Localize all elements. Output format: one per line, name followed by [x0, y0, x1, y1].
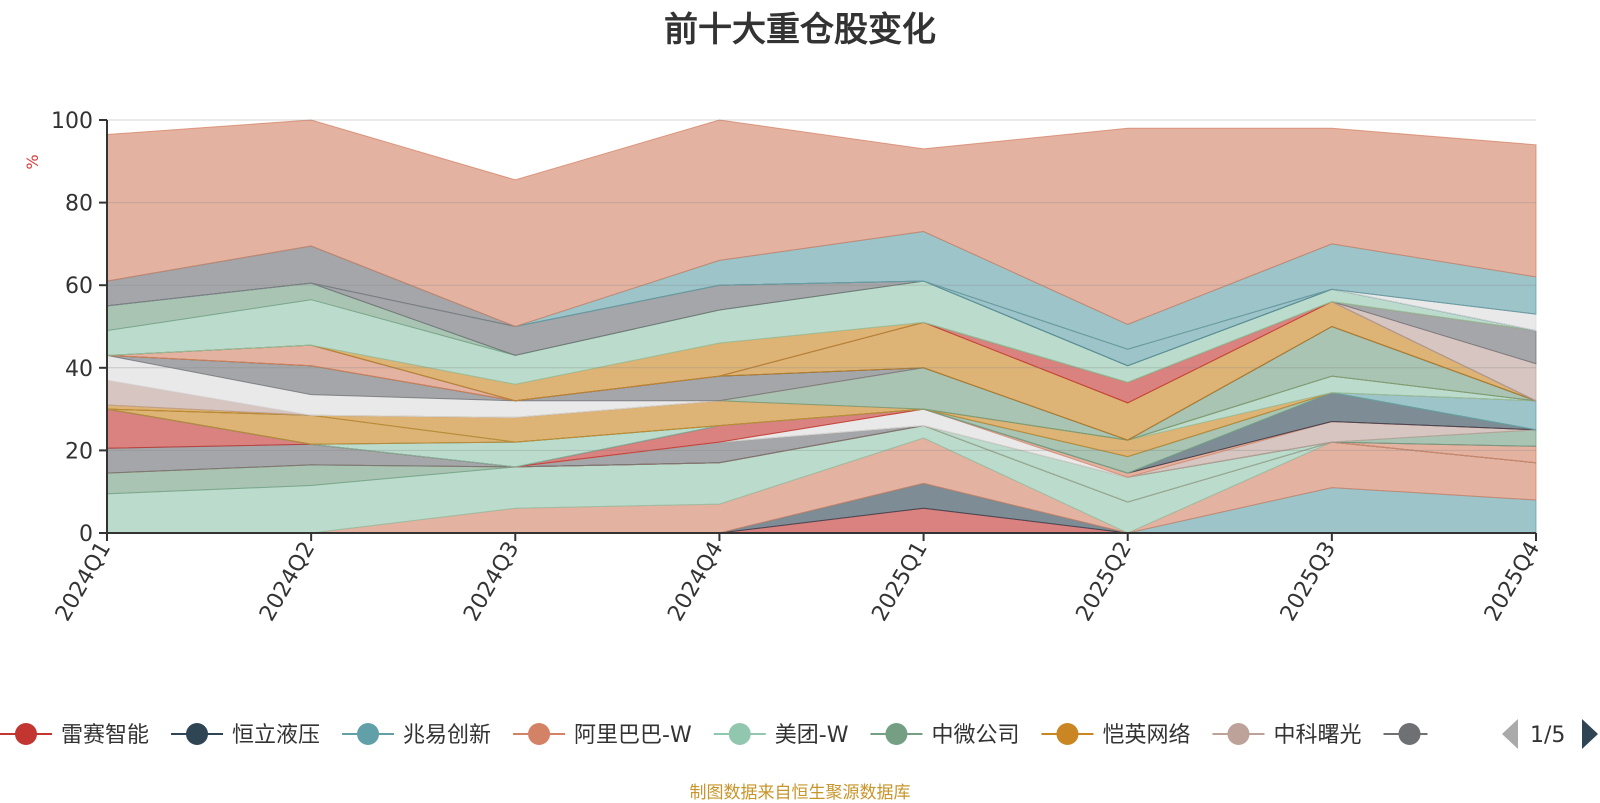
footer-source-note: 制图数据来自恒生聚源数据库: [689, 783, 911, 803]
legend-prev-page-icon[interactable]: [1502, 719, 1518, 749]
y-tick-label: 20: [65, 439, 93, 464]
legend-circle-marker: [186, 723, 209, 745]
y-tick-label: 100: [51, 109, 93, 134]
axes: [106, 120, 1536, 534]
y-tick-label: 80: [65, 192, 93, 217]
y-tick-label: 60: [65, 274, 93, 299]
plot-areas: [106, 119, 1537, 534]
legend-pager: 1/5: [1502, 719, 1598, 749]
legend-item-partial[interactable]: [1383, 723, 1428, 745]
legend-circle-marker: [885, 723, 908, 745]
legend-item[interactable]: 兆易创新: [342, 723, 491, 748]
x-tick-label: 2024Q2: [255, 538, 320, 626]
x-tick-label: 2024Q1: [51, 538, 116, 626]
y-tick-label: 40: [65, 357, 93, 382]
legend-label: 恺英网络: [1102, 723, 1190, 748]
y-axis-unit-label: %: [23, 154, 42, 169]
series-area-48[interactable]: [106, 119, 1537, 328]
legend-circle-marker: [1227, 723, 1250, 745]
x-tick-label: 2025Q2: [1072, 538, 1137, 626]
grid-lines: [107, 119, 1536, 451]
legend-item[interactable]: 阿里巴巴-W: [513, 723, 692, 748]
legend-label: 恒立液压: [232, 723, 320, 748]
legend-item[interactable]: 恺英网络: [1041, 723, 1190, 748]
x-tick-label: 2024Q3: [459, 538, 524, 626]
legend-item[interactable]: 中科曙光: [1212, 723, 1362, 748]
legend-circle-marker: [728, 723, 751, 745]
legend-page-indicator: 1/5: [1530, 723, 1565, 748]
legend-circle-marker: [1056, 723, 1079, 745]
legend-circle-marker: [357, 723, 380, 745]
x-tick-label: 2025Q3: [1276, 538, 1341, 626]
legend-label: 美团-W: [775, 723, 849, 748]
legend-label: 兆易创新: [403, 723, 491, 748]
legend: 雷赛智能 恒立液压 兆易创新 阿里巴巴-W 美团-W 中微公司 恺英网络 中科曙光: [0, 723, 1428, 748]
legend-circle-marker: [1398, 723, 1421, 745]
legend-item[interactable]: 美团-W: [713, 723, 849, 748]
legend-circle-marker: [528, 723, 551, 745]
y-ticks: 0 20 40 60 80 100: [51, 109, 107, 547]
x-tick-label: 2025Q4: [1480, 538, 1545, 626]
legend-label: 中微公司: [931, 723, 1019, 748]
y-tick-label: 0: [79, 522, 93, 547]
legend-item[interactable]: 中微公司: [870, 723, 1019, 748]
x-tick-label: 2025Q1: [867, 538, 932, 626]
legend-item[interactable]: 恒立液压: [171, 723, 320, 748]
legend-circle-marker: [15, 723, 37, 745]
legend-label: 雷赛智能: [61, 723, 149, 748]
x-ticks: 2024Q1 2024Q2 2024Q3 2024Q4 2025Q1 2025Q2 2025…: [51, 533, 1545, 626]
chart-title: 前十大重仓股变化: [664, 10, 936, 50]
legend-next-page-icon[interactable]: [1582, 719, 1598, 749]
legend-item[interactable]: 雷赛智能: [0, 723, 149, 748]
legend-label: 中科曙光: [1273, 723, 1361, 748]
x-tick-label: 2024Q4: [663, 538, 728, 626]
legend-label: 阿里巴巴-W: [574, 723, 692, 748]
